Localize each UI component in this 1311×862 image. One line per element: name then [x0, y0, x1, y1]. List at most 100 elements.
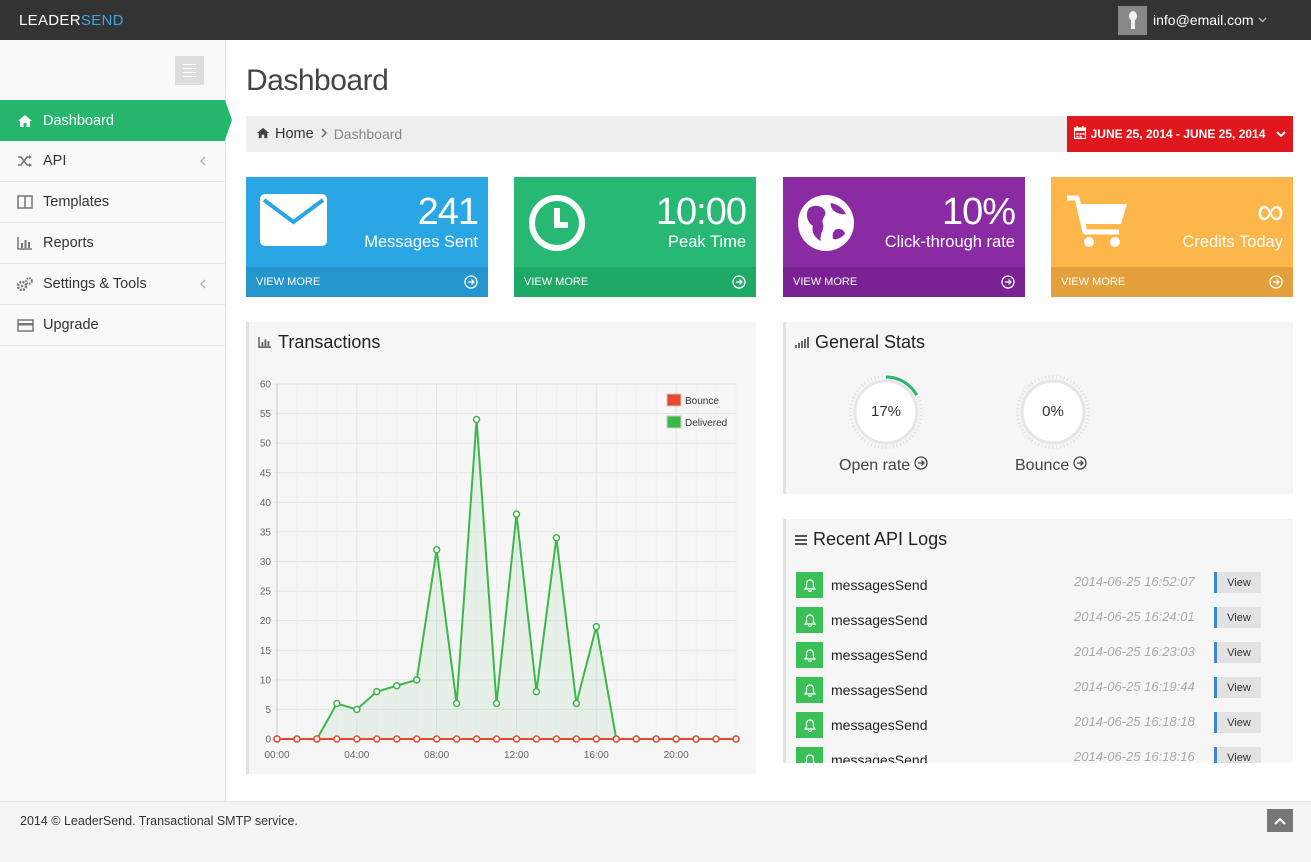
gauge-tick	[902, 441, 905, 445]
signal-icon	[795, 332, 809, 353]
chevron-left-icon	[200, 277, 206, 292]
peak-time-tile: 10:00 Peak Time VIEW MORE	[514, 177, 756, 297]
bounce-link[interactable]: Bounce	[1015, 456, 1087, 475]
gauge-tick	[896, 444, 898, 448]
bell-icon	[796, 747, 823, 763]
gauge-tick	[860, 436, 864, 440]
gauge-tick	[1020, 428, 1024, 431]
bounce-point	[273, 735, 281, 743]
x-tick-label: 20:00	[664, 750, 689, 761]
delivered-point	[492, 699, 501, 708]
bounce-point	[353, 735, 361, 743]
sidebar-item-label: Dashboard	[43, 112, 114, 129]
sidebar-item-api[interactable]: API	[0, 141, 226, 182]
peak-time-value: 10:00	[655, 191, 747, 233]
gauge-tick	[1041, 376, 1043, 380]
gauge-tick	[863, 381, 867, 385]
sidebar: Dashboard API Templates Reports Settings…	[0, 40, 232, 801]
arrow-circle-right-icon	[1001, 275, 1015, 292]
app-logo[interactable]: LEADERSEND	[19, 12, 124, 29]
date-range-picker[interactable]: JUNE 25, 2014 - JUNE 25, 2014	[1067, 116, 1293, 152]
sidebar-toggle-button[interactable]	[175, 56, 204, 85]
bounce-point	[492, 735, 501, 743]
gauge-tick	[858, 386, 862, 390]
arrow-circle-right-icon	[1073, 456, 1087, 475]
bounce-point	[412, 735, 421, 743]
gauge-tick	[1086, 418, 1090, 421]
bounce-point	[392, 735, 401, 743]
recent-api-logs-title: Recent API Logs	[813, 529, 948, 549]
view-log-button[interactable]: View	[1214, 607, 1261, 628]
gauge-tick	[849, 418, 853, 421]
y-tick-label: 5	[265, 705, 271, 716]
delivered-area	[277, 419, 736, 739]
view-more-link[interactable]: VIEW MORE	[246, 267, 488, 297]
gauge-tick	[1020, 393, 1024, 396]
view-log-button[interactable]: View	[1214, 677, 1261, 698]
y-tick-label: 60	[260, 380, 272, 391]
gauge-tick	[1075, 436, 1079, 440]
view-log-button[interactable]: View	[1214, 642, 1261, 663]
sidebar-item-templates[interactable]: Templates	[0, 182, 226, 223]
sidebar-item-dashboard[interactable]: Dashboard	[0, 100, 232, 141]
y-tick-label: 25	[260, 587, 272, 598]
gauge-tick	[1016, 418, 1020, 421]
credit-card-icon	[16, 318, 34, 332]
gauge-tick	[908, 436, 912, 440]
gauge-tick	[916, 396, 921, 399]
gauge-tick	[1017, 400, 1021, 402]
gauge-tick	[1077, 386, 1081, 390]
gauge-tick	[1016, 403, 1020, 406]
gauge-tick	[918, 400, 922, 402]
transactions-panel: Transactions 0 5 10 15 20 25 30 35 40 45 50 55 60 00:…	[246, 322, 756, 774]
open-rate-link[interactable]: Open rate	[839, 456, 928, 475]
gauge-tick	[1059, 375, 1062, 379]
view-more-link[interactable]: VIEW MORE	[1051, 267, 1293, 297]
sidebar-item-upgrade[interactable]: Upgrade	[0, 305, 226, 346]
gauge-tick	[860, 384, 864, 388]
gauge-tick	[855, 431, 859, 435]
view-more-link[interactable]: VIEW MORE	[783, 267, 1025, 297]
open-rate-value: 17%	[870, 403, 902, 420]
gauge-tick	[1063, 376, 1065, 380]
arrow-circle-right-icon	[732, 275, 746, 292]
gauge-tick	[1072, 439, 1076, 443]
list-item: messagesSend 2014-06-25 16:18:16 View	[796, 747, 1262, 763]
envelope-icon	[260, 194, 327, 251]
log-method-name: messagesSend	[831, 717, 928, 733]
delivered-point	[572, 699, 581, 708]
delivered-point	[472, 415, 481, 424]
footer: 2014 © LeaderSend. Transactional SMTP se…	[0, 801, 1311, 862]
gauge-tick	[913, 431, 917, 435]
list-item: messagesSend 2014-06-25 16:19:44 View	[796, 677, 1262, 703]
bounce-label: Bounce	[1015, 456, 1070, 474]
log-method-name: messagesSend	[831, 612, 928, 628]
view-more-link[interactable]: VIEW MORE	[514, 267, 756, 297]
gauge-tick	[870, 377, 873, 382]
legend-label: Delivered	[685, 418, 727, 429]
sidebar-item-label: Upgrade	[43, 317, 99, 333]
sidebar-item-reports[interactable]: Reports	[0, 223, 226, 264]
list-item: messagesSend 2014-06-25 16:24:01 View	[796, 607, 1262, 633]
breadcrumb-home-link[interactable]: Home	[275, 126, 314, 142]
log-method-name: messagesSend	[831, 577, 928, 593]
view-log-button[interactable]: View	[1214, 572, 1261, 593]
user-menu[interactable]: info@email.com	[1118, 5, 1267, 35]
view-more-label: VIEW MORE	[524, 276, 589, 288]
sidebar-item-settings-tools[interactable]: Settings & Tools	[0, 264, 226, 305]
breadcrumb: Home Dashboard JUNE 25, 2014 - JUNE 25, …	[246, 116, 1293, 152]
gauge-tick	[1030, 381, 1034, 385]
general-stats-title: General Stats	[815, 332, 926, 352]
gauge-tick	[853, 428, 857, 431]
gauge-track	[853, 379, 919, 445]
legend-label: Bounce	[685, 396, 719, 407]
view-log-button[interactable]: View	[1214, 747, 1261, 763]
bounce-value: 0%	[1042, 403, 1064, 420]
gauge-tick	[899, 442, 902, 447]
scroll-to-top-button[interactable]	[1267, 809, 1293, 832]
y-tick-label: 50	[260, 439, 272, 450]
list-item: messagesSend 2014-06-25 16:52:07 View	[796, 572, 1262, 598]
globe-icon	[797, 194, 855, 257]
y-tick-label: 0	[265, 735, 271, 746]
view-log-button[interactable]: View	[1214, 712, 1261, 733]
